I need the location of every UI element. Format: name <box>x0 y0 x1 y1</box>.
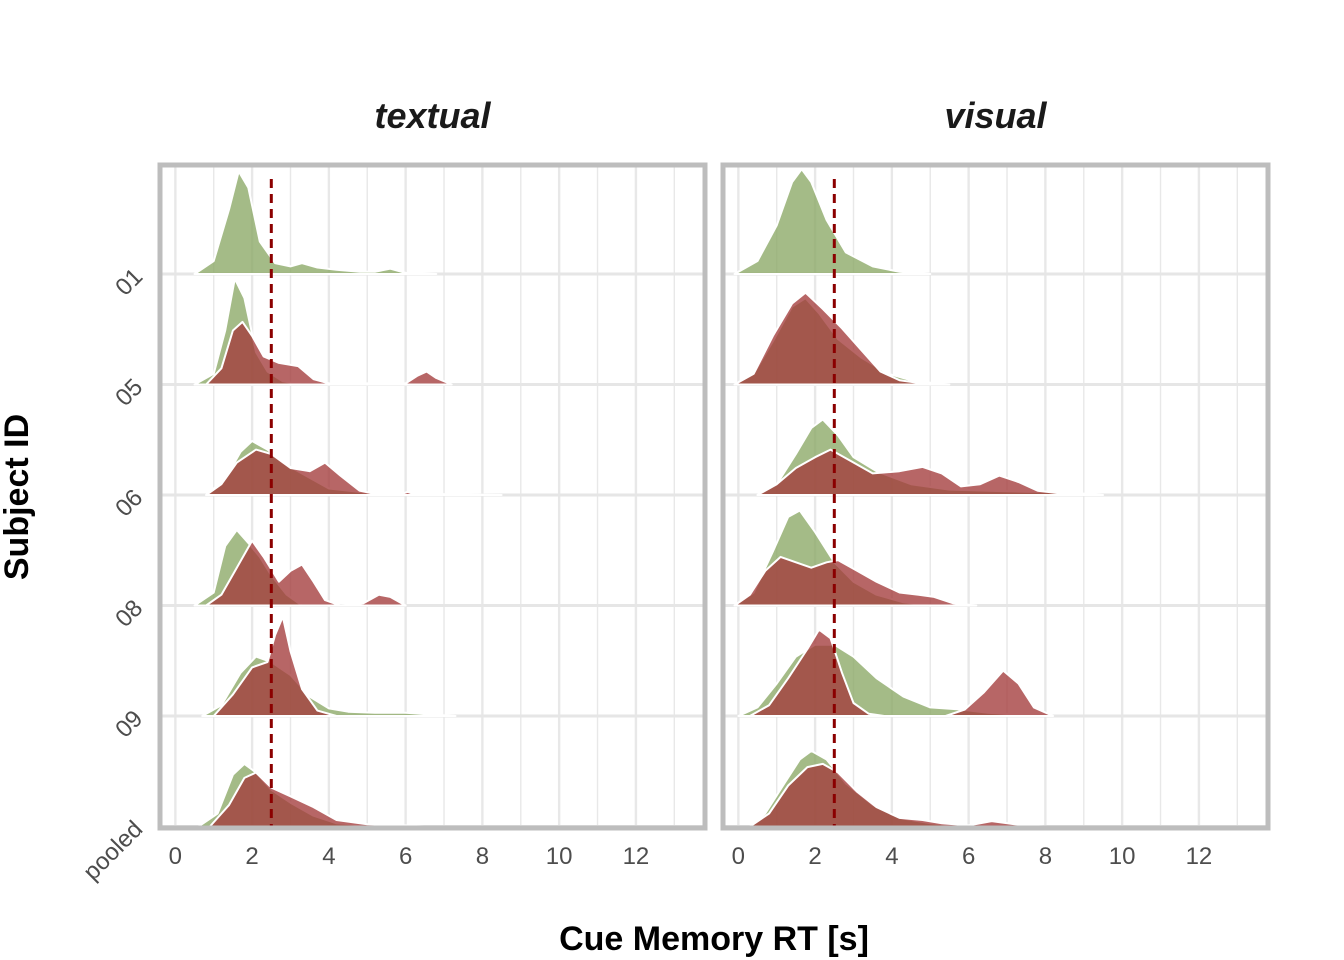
density-red <box>748 762 1047 828</box>
ridge-row-08 <box>193 528 407 607</box>
x-tick-label: 10 <box>1109 843 1136 870</box>
ridge-row-06 <box>205 440 503 496</box>
y-tick-label: 05 <box>110 374 148 412</box>
density-red <box>208 771 426 828</box>
x-tick-label: 6 <box>399 843 412 870</box>
x-tick-label: 12 <box>1186 843 1213 870</box>
density-green <box>193 170 438 275</box>
density-red <box>205 539 407 607</box>
ridge-row-08 <box>733 509 978 607</box>
x-axis-title: Cue Memory RT [s] <box>559 920 869 958</box>
x-tick-label: 8 <box>476 843 489 870</box>
x-tick-label: 0 <box>732 843 745 870</box>
x-tick-label: 2 <box>808 843 821 870</box>
facet-title: textual <box>374 95 491 136</box>
ridge-row-pooled <box>748 749 1047 828</box>
x-tick-label: 10 <box>546 843 573 870</box>
x-tick-label: 4 <box>322 843 335 870</box>
y-tick-label: 06 <box>110 484 148 522</box>
panel-frame <box>157 162 708 831</box>
x-tick-label: 6 <box>962 843 975 870</box>
facet-visual: visual 0 2 4 6 8 10 12 <box>720 95 1271 870</box>
panel-frame <box>720 162 1271 831</box>
ridge-row-01 <box>193 170 438 275</box>
x-tick-label: 8 <box>1039 843 1052 870</box>
density-red <box>748 628 1055 717</box>
density-red <box>733 291 932 386</box>
ridge-row-06 <box>756 418 1104 496</box>
facet-textual: textual 0 2 4 6 8 10 12 <box>157 95 708 870</box>
y-tick-label: pooled <box>78 816 148 886</box>
y-tick-label: 08 <box>110 595 148 633</box>
density-red <box>205 448 430 496</box>
density-red <box>205 320 453 386</box>
y-tick-label: 09 <box>110 705 148 743</box>
x-tick-label: 4 <box>885 843 898 870</box>
ridge-row-05 <box>733 291 951 386</box>
density-red <box>212 615 338 717</box>
ridge-row-09 <box>737 628 1055 717</box>
density-red <box>733 555 978 607</box>
density-green <box>733 168 932 275</box>
y-axis-title: Subject ID <box>0 414 36 580</box>
ridge-row-05 <box>193 277 453 386</box>
x-tick-label: 2 <box>245 843 258 870</box>
x-tick-label: 0 <box>169 843 182 870</box>
y-tick-label: 01 <box>110 263 148 301</box>
x-tick-label: 12 <box>623 843 650 870</box>
ridge-row-pooled <box>197 762 426 828</box>
ridge-row-01 <box>733 168 932 275</box>
ridge-row-09 <box>201 615 457 717</box>
density-red <box>756 448 1085 496</box>
facet-title: visual <box>944 95 1047 136</box>
